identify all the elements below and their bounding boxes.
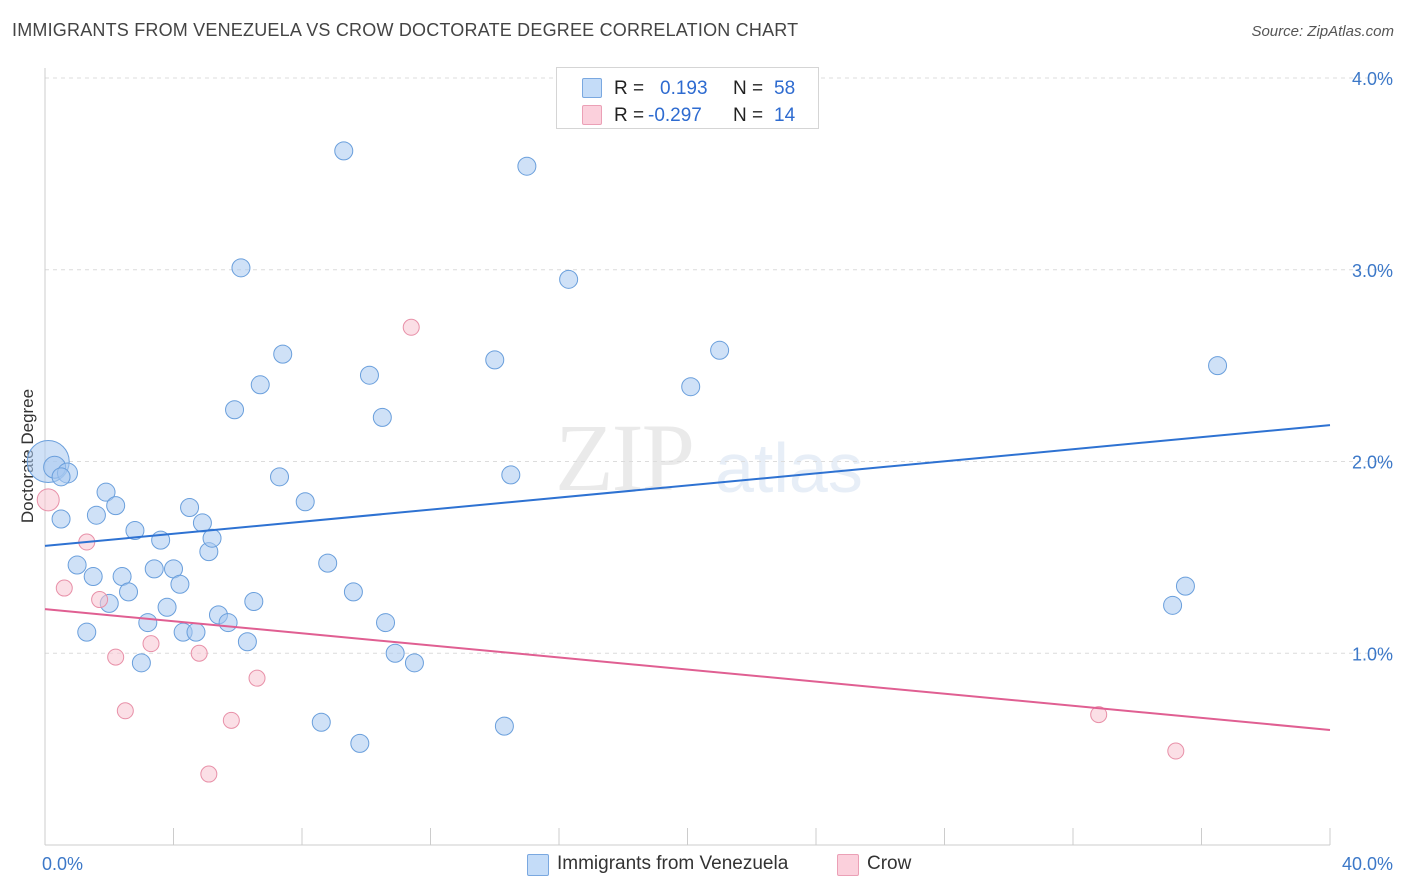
point-crow — [36, 488, 60, 512]
legend-label-venezuela: Immigrants from Venezuela — [557, 853, 789, 874]
point-venezuela — [385, 643, 405, 663]
source-label: Source: ZipAtlas.com — [1251, 23, 1394, 40]
point-venezuela — [218, 613, 238, 633]
legend-n-label: N = — [733, 105, 764, 126]
point-venezuela — [517, 156, 537, 176]
point-venezuela — [67, 555, 87, 575]
point-venezuela — [202, 528, 222, 548]
point-venezuela — [180, 498, 200, 518]
point-venezuela — [125, 521, 145, 541]
point-venezuela — [231, 258, 251, 278]
legend-r-label: R = — [614, 78, 645, 99]
point-venezuela — [144, 559, 164, 579]
watermark-atlas: atlas — [715, 429, 863, 507]
point-venezuela — [77, 622, 97, 642]
trendline-crow — [44, 608, 1331, 731]
point-crow — [248, 669, 266, 687]
point-venezuela — [404, 653, 424, 673]
point-crow — [116, 702, 134, 720]
legend-n-value: 14 — [774, 105, 796, 126]
point-venezuela — [1163, 595, 1183, 615]
y-tick-label: 4.0% — [1352, 69, 1393, 89]
point-venezuela — [1208, 356, 1228, 376]
point-venezuela — [273, 344, 293, 364]
point-venezuela — [485, 350, 505, 370]
point-venezuela — [96, 482, 116, 502]
point-venezuela — [1175, 576, 1195, 596]
point-crow — [91, 591, 109, 609]
legend-label-crow: Crow — [867, 853, 912, 874]
legend-n-label: N = — [733, 78, 764, 99]
legend-swatch-pink — [582, 105, 602, 125]
point-crow — [190, 644, 208, 662]
legend-row-venezuela: R = 0.193 N = 58 — [557, 72, 818, 102]
y-tick-label: 3.0% — [1352, 261, 1393, 281]
point-venezuela — [334, 141, 354, 161]
point-crow — [1167, 742, 1185, 760]
point-venezuela — [372, 407, 392, 427]
legend-r-value: 0.193 — [660, 78, 708, 99]
point-crow — [1090, 706, 1108, 724]
y-tick-label: 1.0% — [1352, 644, 1393, 664]
point-venezuela — [244, 591, 264, 611]
x-tick-label-start: 0.0% — [42, 854, 83, 874]
legend-row-crow: R = -0.297 N = 14 — [557, 99, 818, 129]
point-venezuela — [106, 496, 126, 516]
chart-title: IMMIGRANTS FROM VENEZUELA VS CROW DOCTOR… — [12, 20, 799, 40]
series-legend: Immigrants from Venezuela Crow — [0, 852, 1406, 878]
point-venezuela — [138, 613, 158, 633]
legend-swatch-pink — [837, 854, 859, 876]
legend-swatch-blue — [582, 78, 602, 98]
point-venezuela — [318, 553, 338, 573]
point-venezuela — [119, 582, 139, 602]
point-venezuela — [83, 567, 103, 587]
point-crow — [55, 579, 73, 597]
point-crow — [200, 765, 218, 783]
point-venezuela — [131, 653, 151, 673]
point-venezuela — [295, 492, 315, 512]
point-venezuela — [51, 467, 71, 487]
y-tick-label: 2.0% — [1352, 453, 1393, 473]
point-venezuela — [170, 574, 190, 594]
point-venezuela — [501, 465, 521, 485]
point-venezuela — [376, 613, 396, 633]
point-venezuela — [225, 400, 245, 420]
stats-legend: R = 0.193 N = 58 R = -0.297 N = 14 — [556, 67, 819, 129]
point-venezuela — [494, 716, 514, 736]
point-venezuela — [237, 632, 257, 652]
point-venezuela — [250, 375, 270, 395]
point-venezuela — [311, 712, 331, 732]
point-venezuela — [343, 582, 363, 602]
point-venezuela — [192, 513, 212, 533]
point-venezuela — [186, 622, 206, 642]
point-venezuela — [350, 733, 370, 753]
legend-r-value: -0.297 — [648, 105, 702, 126]
x-tick-label-end: 40.0% — [1342, 854, 1393, 874]
legend-r-label: R = — [614, 105, 645, 126]
point-venezuela — [681, 377, 701, 397]
point-crow — [107, 648, 125, 666]
legend-n-value: 58 — [774, 78, 796, 99]
point-venezuela — [86, 505, 106, 525]
point-crow — [402, 318, 420, 336]
point-crow — [222, 711, 240, 729]
point-venezuela — [270, 467, 290, 487]
point-venezuela — [359, 365, 379, 385]
watermark-zip: ZIP — [555, 404, 695, 511]
point-venezuela — [710, 340, 730, 360]
legend-swatch-blue — [527, 854, 549, 876]
point-venezuela — [559, 269, 579, 289]
point-crow — [142, 635, 160, 653]
point-venezuela — [51, 509, 71, 529]
trendline-venezuela — [44, 424, 1331, 547]
point-venezuela — [157, 597, 177, 617]
